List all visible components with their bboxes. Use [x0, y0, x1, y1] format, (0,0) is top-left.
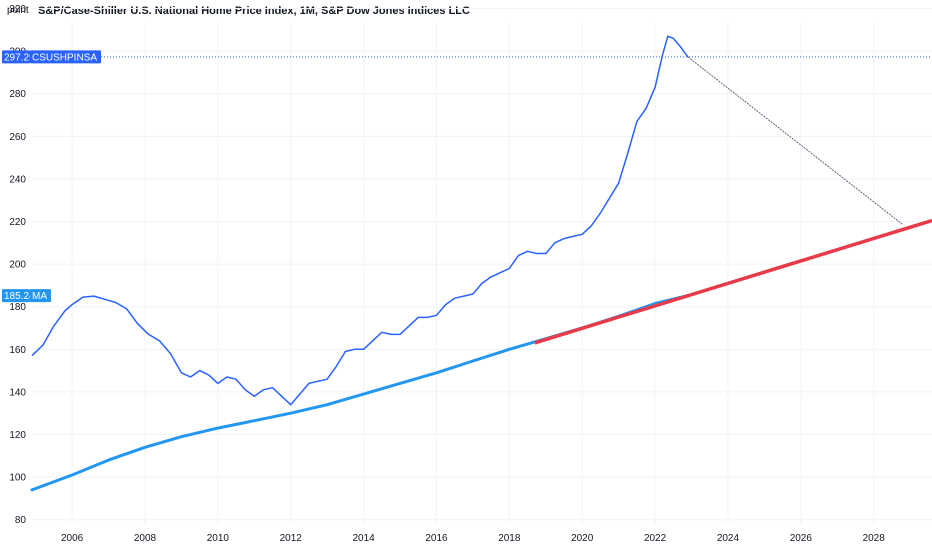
- x-tick-label: 2016: [425, 533, 448, 544]
- x-tick-label: 2028: [863, 533, 886, 544]
- y-tick-label: 140: [9, 387, 26, 398]
- price-tag-label-bg: [30, 50, 102, 64]
- x-tick-label: 2022: [644, 533, 667, 544]
- y-tick-label: 260: [9, 132, 26, 143]
- x-tick-label: 2014: [352, 533, 375, 544]
- price-tag-value-bg: [2, 50, 30, 64]
- x-tick-label: 2012: [280, 533, 303, 544]
- series-group: [30, 35, 932, 492]
- x-tick-label: 2026: [790, 533, 813, 544]
- y-tick-label: 100: [9, 473, 26, 484]
- x-tick-label: 2020: [571, 533, 594, 544]
- y-axis: 80100120140160180200220240260280300320: [9, 4, 26, 526]
- y-tick-label: 120: [9, 430, 26, 441]
- x-tick-label: 2018: [498, 533, 521, 544]
- y-tick-label: 180: [9, 302, 26, 313]
- y-tick-label: 220: [9, 217, 26, 228]
- chart-title: S&P/Case-Shiller U.S. National Home Pric…: [38, 5, 470, 17]
- x-axis: 2006 2008 2010 2012 2014 2016 2018 2020 2022 2024…: [61, 533, 885, 544]
- y-tick-label: 240: [9, 174, 26, 185]
- x-tick-label: 2024: [717, 533, 740, 544]
- x-tick-label: 2006: [61, 533, 84, 544]
- y-tick-label: 200: [9, 260, 26, 271]
- y-tick-label: 160: [9, 345, 26, 356]
- grid: [32, 8, 932, 524]
- price-tag-value: 297.29: [4, 52, 35, 63]
- y-tick-label: 80: [15, 515, 27, 526]
- price-series-line: [31, 35, 689, 406]
- ma-tag-value: 185.24: [4, 291, 35, 302]
- ma-tag-label: MA: [32, 291, 47, 302]
- trend-line: [534, 218, 932, 345]
- y-tick-label: 280: [9, 89, 26, 100]
- x-tick-label: 2008: [134, 533, 157, 544]
- ma-tag-label-bg: [30, 289, 51, 303]
- projection-line: [687, 56, 904, 226]
- y-tick-label: 320: [9, 4, 26, 15]
- x-tick-label: 2010: [207, 533, 230, 544]
- price-tag-label: CSUSHPINSA: [32, 52, 97, 63]
- ma-tag-value-bg: [2, 289, 30, 303]
- y-axis-unit-label: point: [7, 5, 29, 16]
